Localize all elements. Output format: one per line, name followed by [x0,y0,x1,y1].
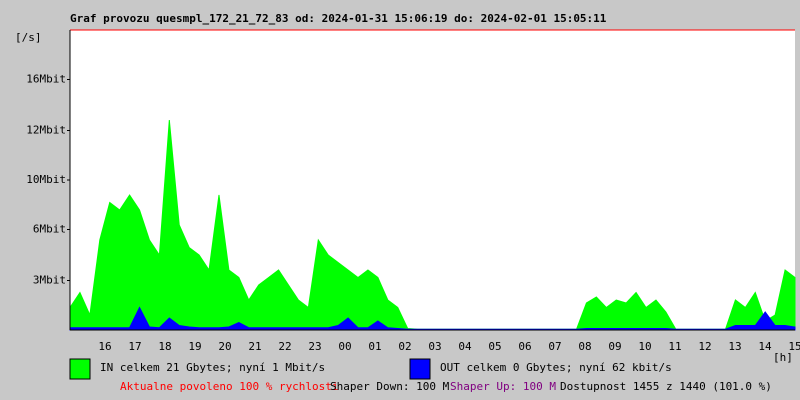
x-tick-label: 15 [788,340,800,353]
x-tick-label: 10 [638,340,651,353]
x-tick-label: 01 [368,340,381,353]
x-tick-label: 14 [758,340,772,353]
x-tick-label: 07 [548,340,561,353]
y-unit: [/s] [15,31,42,44]
legend-label: OUT celkem 0 Gbytes; nyní 62 kbit/s [440,361,672,374]
series-area [69,306,796,331]
y-tick-label: 10Mbit [26,173,66,186]
x-tick-label: 00 [338,340,351,353]
x-tick-label: 02 [398,340,411,353]
chart-title: Graf provozu quesmpl_172_21_72_83 od: 20… [70,12,607,25]
x-tick-label: 05 [488,340,501,353]
y-tick-label: 16Mbit [26,73,66,86]
x-tick-label: 09 [608,340,621,353]
x-tick-label: 17 [128,340,141,353]
x-tick-label: 03 [428,340,441,353]
x-tick-label: 13 [728,340,741,353]
x-tick-label: 18 [158,340,171,353]
legend-label: IN celkem 21 Gbytes; nyní 1 Mbit/s [100,361,325,374]
x-tick-label: 23 [308,340,321,353]
x-tick-label: 19 [188,340,201,353]
y-tick-label: 12Mbit [26,124,66,137]
footer-text: Shaper Down: 100 M [330,380,450,393]
x-tick-label: 06 [518,340,531,353]
x-tick-label: 12 [698,340,711,353]
x-unit: [h] [773,351,793,364]
x-tick-label: 22 [278,340,291,353]
y-tick-label: 3Mbit [33,274,66,287]
x-tick-label: 04 [458,340,472,353]
legend-swatch [69,358,91,380]
x-tick-label: 11 [668,340,681,353]
x-tick-label: 16 [98,340,111,353]
x-tick-label: 08 [578,340,591,353]
x-tick-label: 21 [248,340,261,353]
footer-text: Aktualne povoleno 100 % rychlosti [120,380,339,393]
x-tick-label: 20 [218,340,231,353]
legend-swatch [409,358,431,380]
y-tick-label: 6Mbit [33,223,66,236]
footer-text: Shaper Up: 100 M [450,380,556,393]
footer-text: Dostupnost 1455 z 1440 (101.0 %) [560,380,772,393]
